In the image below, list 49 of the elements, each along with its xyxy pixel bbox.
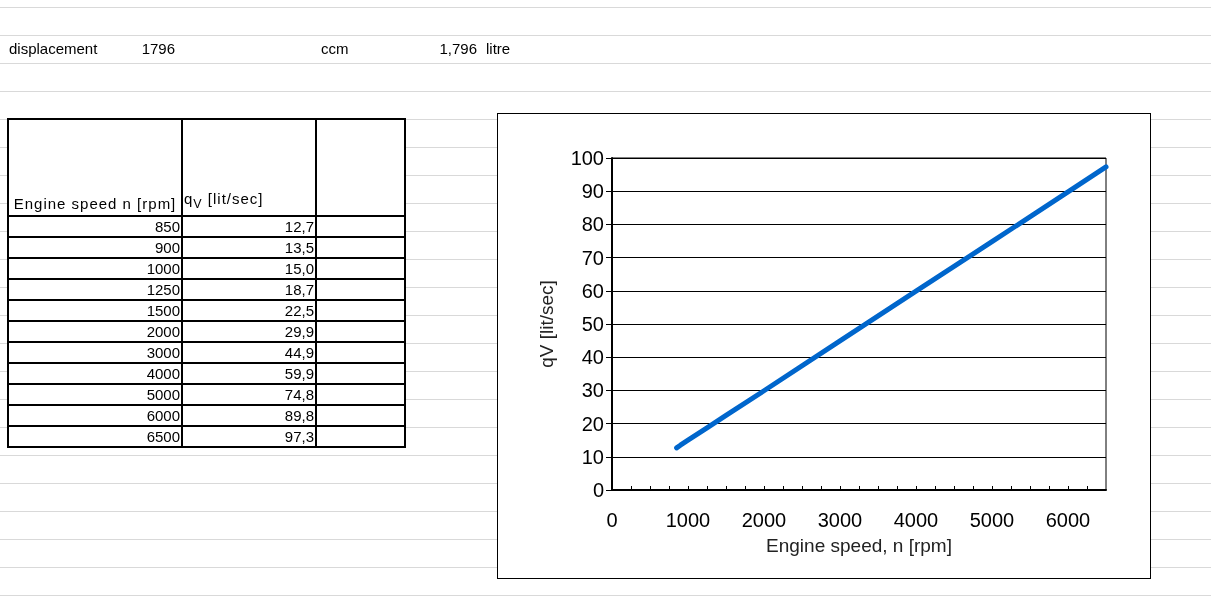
category-label: 2000 <box>8 321 182 342</box>
category-label: 1000 <box>8 258 182 279</box>
category-label: 4000 <box>8 363 182 384</box>
text: Engine speed n [rpm] <box>8 119 182 216</box>
text: 44,9 <box>284 344 314 361</box>
y-tick-label: 90 <box>581 180 604 203</box>
x-axis-title: Engine speed, n [rpm] <box>766 535 952 556</box>
y-axis-title: qV [lit/sec] <box>536 280 557 368</box>
category-label: 900 <box>8 237 182 258</box>
y-tick-label: 0 <box>592 479 604 501</box>
text: 1,796 <box>439 40 477 57</box>
category-label: 6500 <box>8 426 182 447</box>
x-tick-label: 4000 <box>893 509 939 531</box>
x-tick-label: 0 <box>606 509 618 531</box>
y-tick-label: 10 <box>581 445 604 468</box>
category-label: 1500 <box>8 300 182 321</box>
text: 89,8 <box>284 407 314 424</box>
category-label: 3000 <box>8 342 182 363</box>
x-tick-label: 6000 <box>1045 509 1091 531</box>
category-label: 1250 <box>8 279 182 300</box>
y-tick-label: 50 <box>581 313 604 335</box>
x-tick-label: 1000 <box>665 509 711 531</box>
text: 1796 <box>141 40 175 57</box>
text: displacement <box>9 40 98 57</box>
text: litre <box>486 40 511 57</box>
y-tick-label: 40 <box>581 346 604 369</box>
y-tick-label: 60 <box>581 279 604 302</box>
text: 18,7 <box>284 281 314 298</box>
text: 15,0 <box>284 260 314 277</box>
y-tick-label: 30 <box>581 379 604 402</box>
text: 97,3 <box>284 428 314 445</box>
text: 12,7 <box>284 218 314 235</box>
text: q$_{V}$ [lit/sec] <box>182 119 316 216</box>
category-label: 6000 <box>8 405 182 426</box>
y-tick-label: 20 <box>581 412 604 435</box>
y-tick-label: 70 <box>581 246 604 269</box>
text: 13,5 <box>284 239 314 256</box>
category-label: 5000 <box>8 384 182 405</box>
x-tick-label: 5000 <box>969 509 1015 531</box>
text: 22,5 <box>284 302 314 319</box>
x-tick-label: 2000 <box>741 509 787 531</box>
text: 29,9 <box>284 323 314 340</box>
text: 74,8 <box>284 386 314 403</box>
x-tick-label: 3000 <box>817 509 863 531</box>
text: ccm <box>321 40 349 57</box>
y-tick-label: 80 <box>581 213 604 236</box>
text: 59,9 <box>284 365 314 382</box>
y-tick-label: 100 <box>570 147 604 169</box>
category-label: 850 <box>8 216 182 237</box>
